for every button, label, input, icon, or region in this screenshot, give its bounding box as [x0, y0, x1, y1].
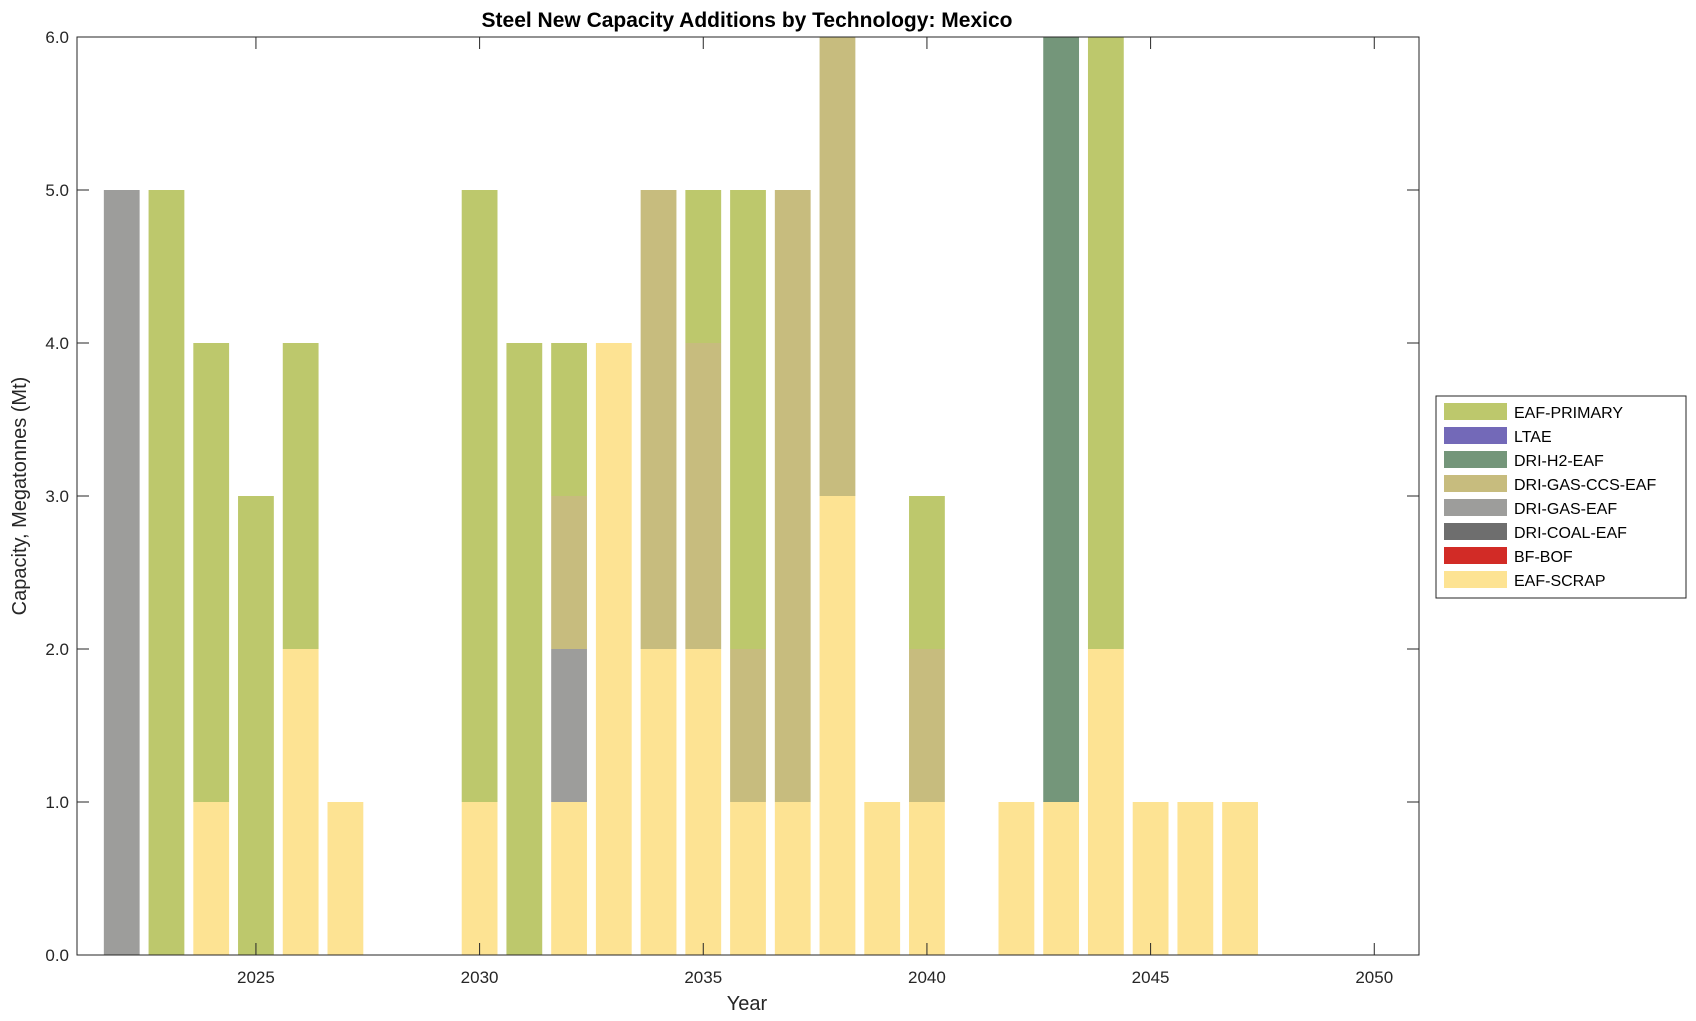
legend-swatch-dri-h2-eaf: [1444, 451, 1507, 468]
x-tick-label: 2040: [908, 968, 946, 987]
bar-segment-eaf-primary-2026: [282, 343, 319, 649]
legend-swatch-dri-gas-ccs-eaf: [1444, 475, 1507, 492]
bar-segment-eaf-scrap-2047: [1222, 802, 1258, 955]
y-tick-label: 2.0: [45, 640, 69, 659]
bar-segment-eaf-scrap-2036: [730, 802, 766, 955]
x-tick-label: 2050: [1355, 968, 1393, 987]
legend-swatch-ltae: [1444, 427, 1507, 444]
bars-group: [103, 37, 1258, 955]
bar-segment-eaf-scrap-2030: [461, 802, 498, 955]
bar-segment-eaf-primary-2035: [685, 190, 722, 343]
bar-segment-eaf-scrap-2040: [909, 802, 945, 955]
y-tick-label: 5.0: [45, 181, 69, 200]
bar-segment-eaf-scrap-2035: [685, 649, 722, 955]
legend: EAF-PRIMARY LTAE DRI-H2-EAF DRI-GAS-CCS-EAF…: [1435, 395, 1687, 599]
bar-segment-dri-gas-ccs-eaf-2032: [551, 496, 587, 649]
x-tick-label: 2045: [1132, 968, 1170, 987]
y-axis-label: Capacity, Megatonnes (Mt): [9, 377, 31, 616]
legend-swatch-dri-coal-eaf: [1444, 523, 1507, 540]
legend-label-ltae: LTAE: [1514, 429, 1552, 446]
x-axis-label: Year: [727, 993, 768, 1015]
bar-segment-eaf-scrap-2039: [864, 802, 901, 955]
bar-segment-eaf-primary-2030: [461, 190, 498, 802]
legend-label-dri-gas-ccs-eaf: DRI-GAS-CCS-EAF: [1514, 477, 1656, 494]
legend-box: [1435, 395, 1687, 599]
bar-segment-eaf-scrap-2026: [282, 649, 319, 955]
bar-segment-eaf-scrap-2042: [998, 802, 1035, 955]
legend-label-bf-bof: BF-BOF: [1514, 549, 1573, 566]
bar-segment-eaf-primary-2032: [551, 343, 587, 496]
bar-segment-eaf-scrap-2027: [327, 802, 364, 955]
chart-title: Steel New Capacity Additions by Technolo…: [482, 9, 1013, 32]
legend-swatch-bf-bof: [1444, 547, 1507, 564]
bar-segment-dri-gas-ccs-eaf-2038: [819, 37, 856, 496]
legend-label-dri-h2-eaf: DRI-H2-EAF: [1514, 453, 1604, 470]
bar-segment-eaf-primary-2036: [730, 190, 766, 649]
bar-segment-eaf-primary-2040: [909, 496, 945, 649]
bar-segment-dri-gas-ccs-eaf-2036: [730, 649, 766, 802]
y-tick-label: 3.0: [45, 487, 69, 506]
bar-segment-eaf-scrap-2045: [1132, 802, 1169, 955]
bar-segment-eaf-scrap-2034: [640, 649, 677, 955]
y-tick-label: 0.0: [45, 946, 69, 965]
bar-segment-eaf-scrap-2033: [595, 343, 632, 955]
bar-segment-eaf-scrap-2043: [1043, 802, 1080, 955]
x-tick-label: 2035: [684, 968, 722, 987]
x-tick-label: 2030: [461, 968, 499, 987]
bar-segment-dri-gas-eaf-2032: [551, 649, 587, 802]
legend-label-dri-coal-eaf: DRI-COAL-EAF: [1514, 525, 1627, 542]
bar-segment-eaf-primary-2025: [238, 496, 274, 955]
legend-label-eaf-primary: EAF-PRIMARY: [1514, 405, 1623, 422]
y-tick-label: 1.0: [45, 793, 69, 812]
bar-segment-dri-gas-ccs-eaf-2040: [909, 649, 945, 802]
y-tick-label: 4.0: [45, 334, 69, 353]
bar-segment-eaf-scrap-2038: [819, 496, 856, 955]
x-tick-label: 2025: [237, 968, 275, 987]
bar-segment-dri-h2-eaf-2043: [1043, 37, 1080, 802]
legend-swatch-eaf-scrap: [1444, 571, 1507, 588]
bar-segment-eaf-scrap-2032: [551, 802, 587, 955]
legend-swatch-dri-gas-eaf: [1444, 499, 1507, 516]
bar-segment-dri-gas-eaf-2022: [103, 190, 140, 955]
bar-segment-eaf-scrap-2037: [774, 802, 811, 955]
legend-label-dri-gas-eaf: DRI-GAS-EAF: [1514, 501, 1617, 518]
bar-segment-dri-gas-ccs-eaf-2037: [774, 190, 811, 802]
y-tick-label: 6.0: [45, 28, 69, 47]
bar-segment-eaf-primary-2044: [1087, 37, 1124, 649]
bar-segment-eaf-primary-2031: [506, 343, 543, 955]
bar-segment-dri-gas-ccs-eaf-2034: [640, 190, 677, 649]
x-axis: 2025 2030 2035 2040 2045 2050: [237, 37, 1393, 987]
legend-label-eaf-scrap: EAF-SCRAP: [1514, 573, 1606, 590]
bar-segment-eaf-primary-2024: [193, 343, 230, 802]
bar-segment-eaf-scrap-2024: [193, 802, 230, 955]
y-axis: 0.0 1.0 2.0 3.0 4.0 5.0 6.0: [45, 28, 1419, 965]
bar-segment-eaf-scrap-2044: [1087, 649, 1124, 955]
bar-segment-dri-gas-ccs-eaf-2035: [685, 343, 722, 649]
bar-segment-eaf-primary-2023: [148, 190, 185, 955]
legend-swatch-eaf-primary: [1444, 403, 1507, 420]
bar-segment-eaf-scrap-2046: [1177, 802, 1214, 955]
